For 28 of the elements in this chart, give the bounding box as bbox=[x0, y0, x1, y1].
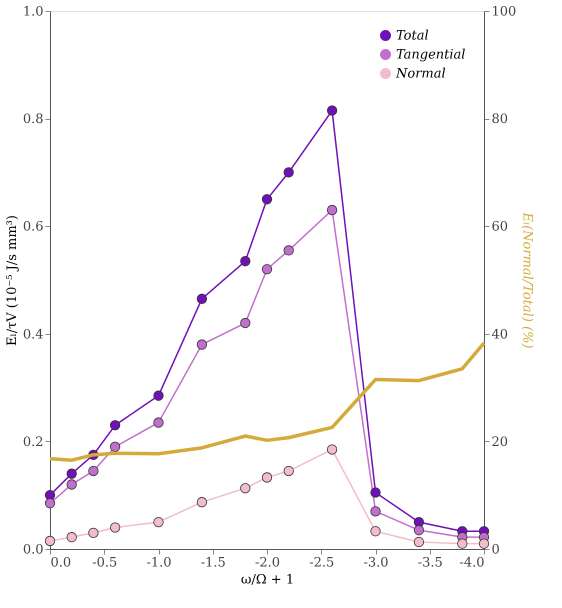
x-tick-label: -1.0 bbox=[146, 556, 172, 570]
y2-tick-label: 40 bbox=[492, 327, 508, 342]
y-tick-label: 0.4 bbox=[22, 327, 44, 342]
x-tick-label: -3.0 bbox=[363, 556, 389, 570]
legend-label: Total bbox=[396, 28, 429, 44]
y-tick-label: 0.6 bbox=[22, 220, 44, 235]
y2-tick-label: 60 bbox=[492, 220, 508, 235]
y2-tick-label: 0 bbox=[492, 542, 500, 558]
y-axis-title: Eₗ/τV (10⁻⁵ J/s mm³) bbox=[4, 215, 20, 346]
y-tick-label: 0.0 bbox=[22, 542, 44, 558]
x-tick-label: -1.5 bbox=[200, 556, 226, 570]
y-tick-label: 0.8 bbox=[22, 112, 44, 128]
y-tick-label: 1.0 bbox=[22, 4, 44, 20]
y2-axis-title: Eₗ(Normal/Total) (%) bbox=[519, 211, 534, 349]
x-tick-label: 0.0 bbox=[50, 556, 72, 570]
x-axis-title: ω/Ω + 1 bbox=[240, 572, 294, 588]
line-series bbox=[48, 341, 486, 462]
y-tick-label: 0.2 bbox=[22, 434, 44, 450]
y2-tick-label: 100 bbox=[492, 4, 516, 20]
x-tick-label: -3.5 bbox=[418, 556, 443, 570]
legend-label: Tangential bbox=[396, 48, 466, 62]
legend-label: Normal bbox=[395, 66, 446, 82]
x-tick-label: -2.5 bbox=[309, 556, 334, 570]
y2-tick-label: 80 bbox=[492, 112, 508, 128]
x-tick-label: -2.0 bbox=[254, 556, 280, 570]
x-tick-label: -4.0 bbox=[459, 556, 484, 570]
y2-tick-label: 20 bbox=[492, 434, 508, 450]
x-tick-label: -0.5 bbox=[92, 556, 118, 570]
